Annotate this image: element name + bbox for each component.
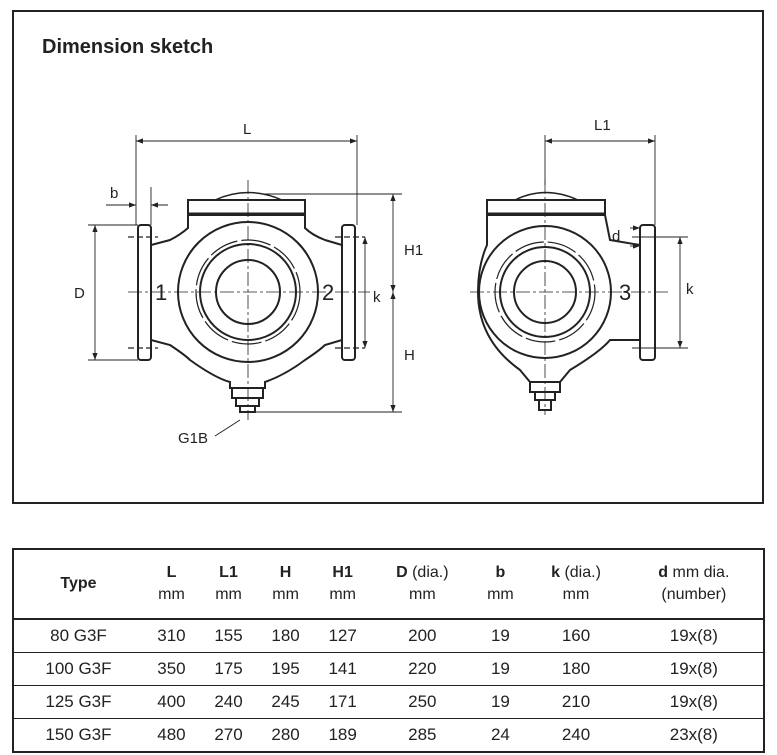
label-H1: H1 xyxy=(404,242,423,259)
table-cell: 189 xyxy=(314,718,372,752)
table-cell: 19x(8) xyxy=(624,652,764,686)
table-cell: 400 xyxy=(142,685,200,719)
table-row: 80 G3F 310 155 180 127 200 19 160 19x(8) xyxy=(13,619,764,653)
header-symbol: H xyxy=(279,564,292,581)
header-symbol: k xyxy=(551,564,560,581)
header-qualifier: (dia.) xyxy=(560,564,601,581)
table-cell: 280 xyxy=(257,718,315,752)
port-1-label: 1 xyxy=(155,280,167,305)
header-symbol: b xyxy=(495,564,506,581)
sketch-frame xyxy=(12,10,764,504)
column-header: L1 mm xyxy=(199,549,258,620)
label-k-side: k xyxy=(686,281,694,298)
column-header: D (dia.) mm xyxy=(371,549,474,620)
dimension-lines-front xyxy=(88,135,402,437)
table-cell: 19 xyxy=(473,652,528,686)
label-G1B: G1B xyxy=(178,430,208,447)
table-cell: 23x(8) xyxy=(624,718,764,752)
table-cell: 200 xyxy=(408,626,437,645)
table-cell: 180 xyxy=(527,652,625,686)
table-cell: 175 xyxy=(199,652,258,686)
header-unit: mm xyxy=(487,586,514,603)
table-cell: 350 xyxy=(142,652,200,686)
table-cell: 220 xyxy=(371,652,474,686)
header-unit: mm xyxy=(272,586,299,603)
table-cell: 100 G3F xyxy=(13,652,143,686)
header-symbol: H1 xyxy=(332,564,353,581)
table-cell: 240 xyxy=(199,685,258,719)
header-symbol: d xyxy=(658,564,669,581)
table-row: 100 G3F 350 175 195 141 220 19 180 19x(8) xyxy=(13,652,764,686)
table-cell: 245 xyxy=(257,685,315,719)
port-3-label: 3 xyxy=(619,280,631,305)
dimension-lines-side xyxy=(544,135,688,349)
label-D: D xyxy=(74,285,85,302)
header-unit: mm xyxy=(215,586,242,603)
table-cell: 270 xyxy=(199,718,258,752)
table-cell: 250 xyxy=(371,685,474,719)
table-cell: 127 xyxy=(328,626,357,645)
table-cell: 24 xyxy=(473,718,528,752)
header-unit: mm xyxy=(562,586,590,603)
header-symbol: L xyxy=(166,564,177,581)
label-d: d xyxy=(612,228,620,245)
label-L: L xyxy=(243,121,251,138)
header-qualifier: mm dia. xyxy=(668,564,730,581)
table-cell: 285 xyxy=(371,718,474,752)
table-cell: 210 xyxy=(527,685,625,719)
sketch-title: Dimension sketch xyxy=(42,36,214,58)
dimension-drawing: L b D H1 H k 1 2 G1B L1 d 3 k xyxy=(74,117,694,447)
table-cell: 19 xyxy=(490,626,510,645)
table-cell: 80 G3F xyxy=(50,626,107,645)
header-unit: (number) xyxy=(661,586,727,603)
label-k-front: k xyxy=(373,289,381,306)
table-cell: 155 xyxy=(214,626,243,645)
table-cell: 125 G3F xyxy=(13,685,143,719)
column-header: k (dia.) mm xyxy=(527,549,625,620)
valve-side-view xyxy=(470,180,670,415)
table-cell: 171 xyxy=(314,685,372,719)
table-cell: 160 xyxy=(561,626,591,645)
label-H: H xyxy=(404,347,415,364)
column-header: H1 mm xyxy=(314,549,372,620)
header-symbol: D xyxy=(396,564,408,581)
port-2-label: 2 xyxy=(322,280,334,305)
header-unit: mm xyxy=(158,586,185,603)
table-cell: 150 G3F xyxy=(13,718,143,752)
table-cell: 195 xyxy=(257,652,315,686)
header-qualifier: (dia.) xyxy=(407,564,449,581)
header-symbol: Type xyxy=(60,575,97,592)
valve-front-view xyxy=(128,180,370,420)
table-cell: 480 xyxy=(142,718,200,752)
table-row: 125 G3F 400 240 245 171 250 19 210 19x(8) xyxy=(13,685,764,719)
table-cell: 141 xyxy=(314,652,372,686)
table-cell: 19x(8) xyxy=(669,626,718,645)
header-unit: mm xyxy=(409,586,436,603)
table-cell: 19x(8) xyxy=(624,685,764,719)
table-row: 150 G3F 480 270 280 189 285 24 240 23x(8) xyxy=(13,718,764,752)
header-symbol: L1 xyxy=(219,564,238,581)
label-L1: L1 xyxy=(594,117,611,134)
table-cell: 19 xyxy=(473,685,528,719)
table-cell: 180 xyxy=(271,626,300,645)
table-cell: 310 xyxy=(157,626,186,645)
column-header: Type xyxy=(13,549,143,620)
column-header: b mm xyxy=(473,549,528,620)
label-b: b xyxy=(110,185,118,202)
table-cell: 240 xyxy=(527,718,625,752)
column-header: d mm dia. (number) xyxy=(624,549,764,620)
header-unit: mm xyxy=(329,586,356,603)
